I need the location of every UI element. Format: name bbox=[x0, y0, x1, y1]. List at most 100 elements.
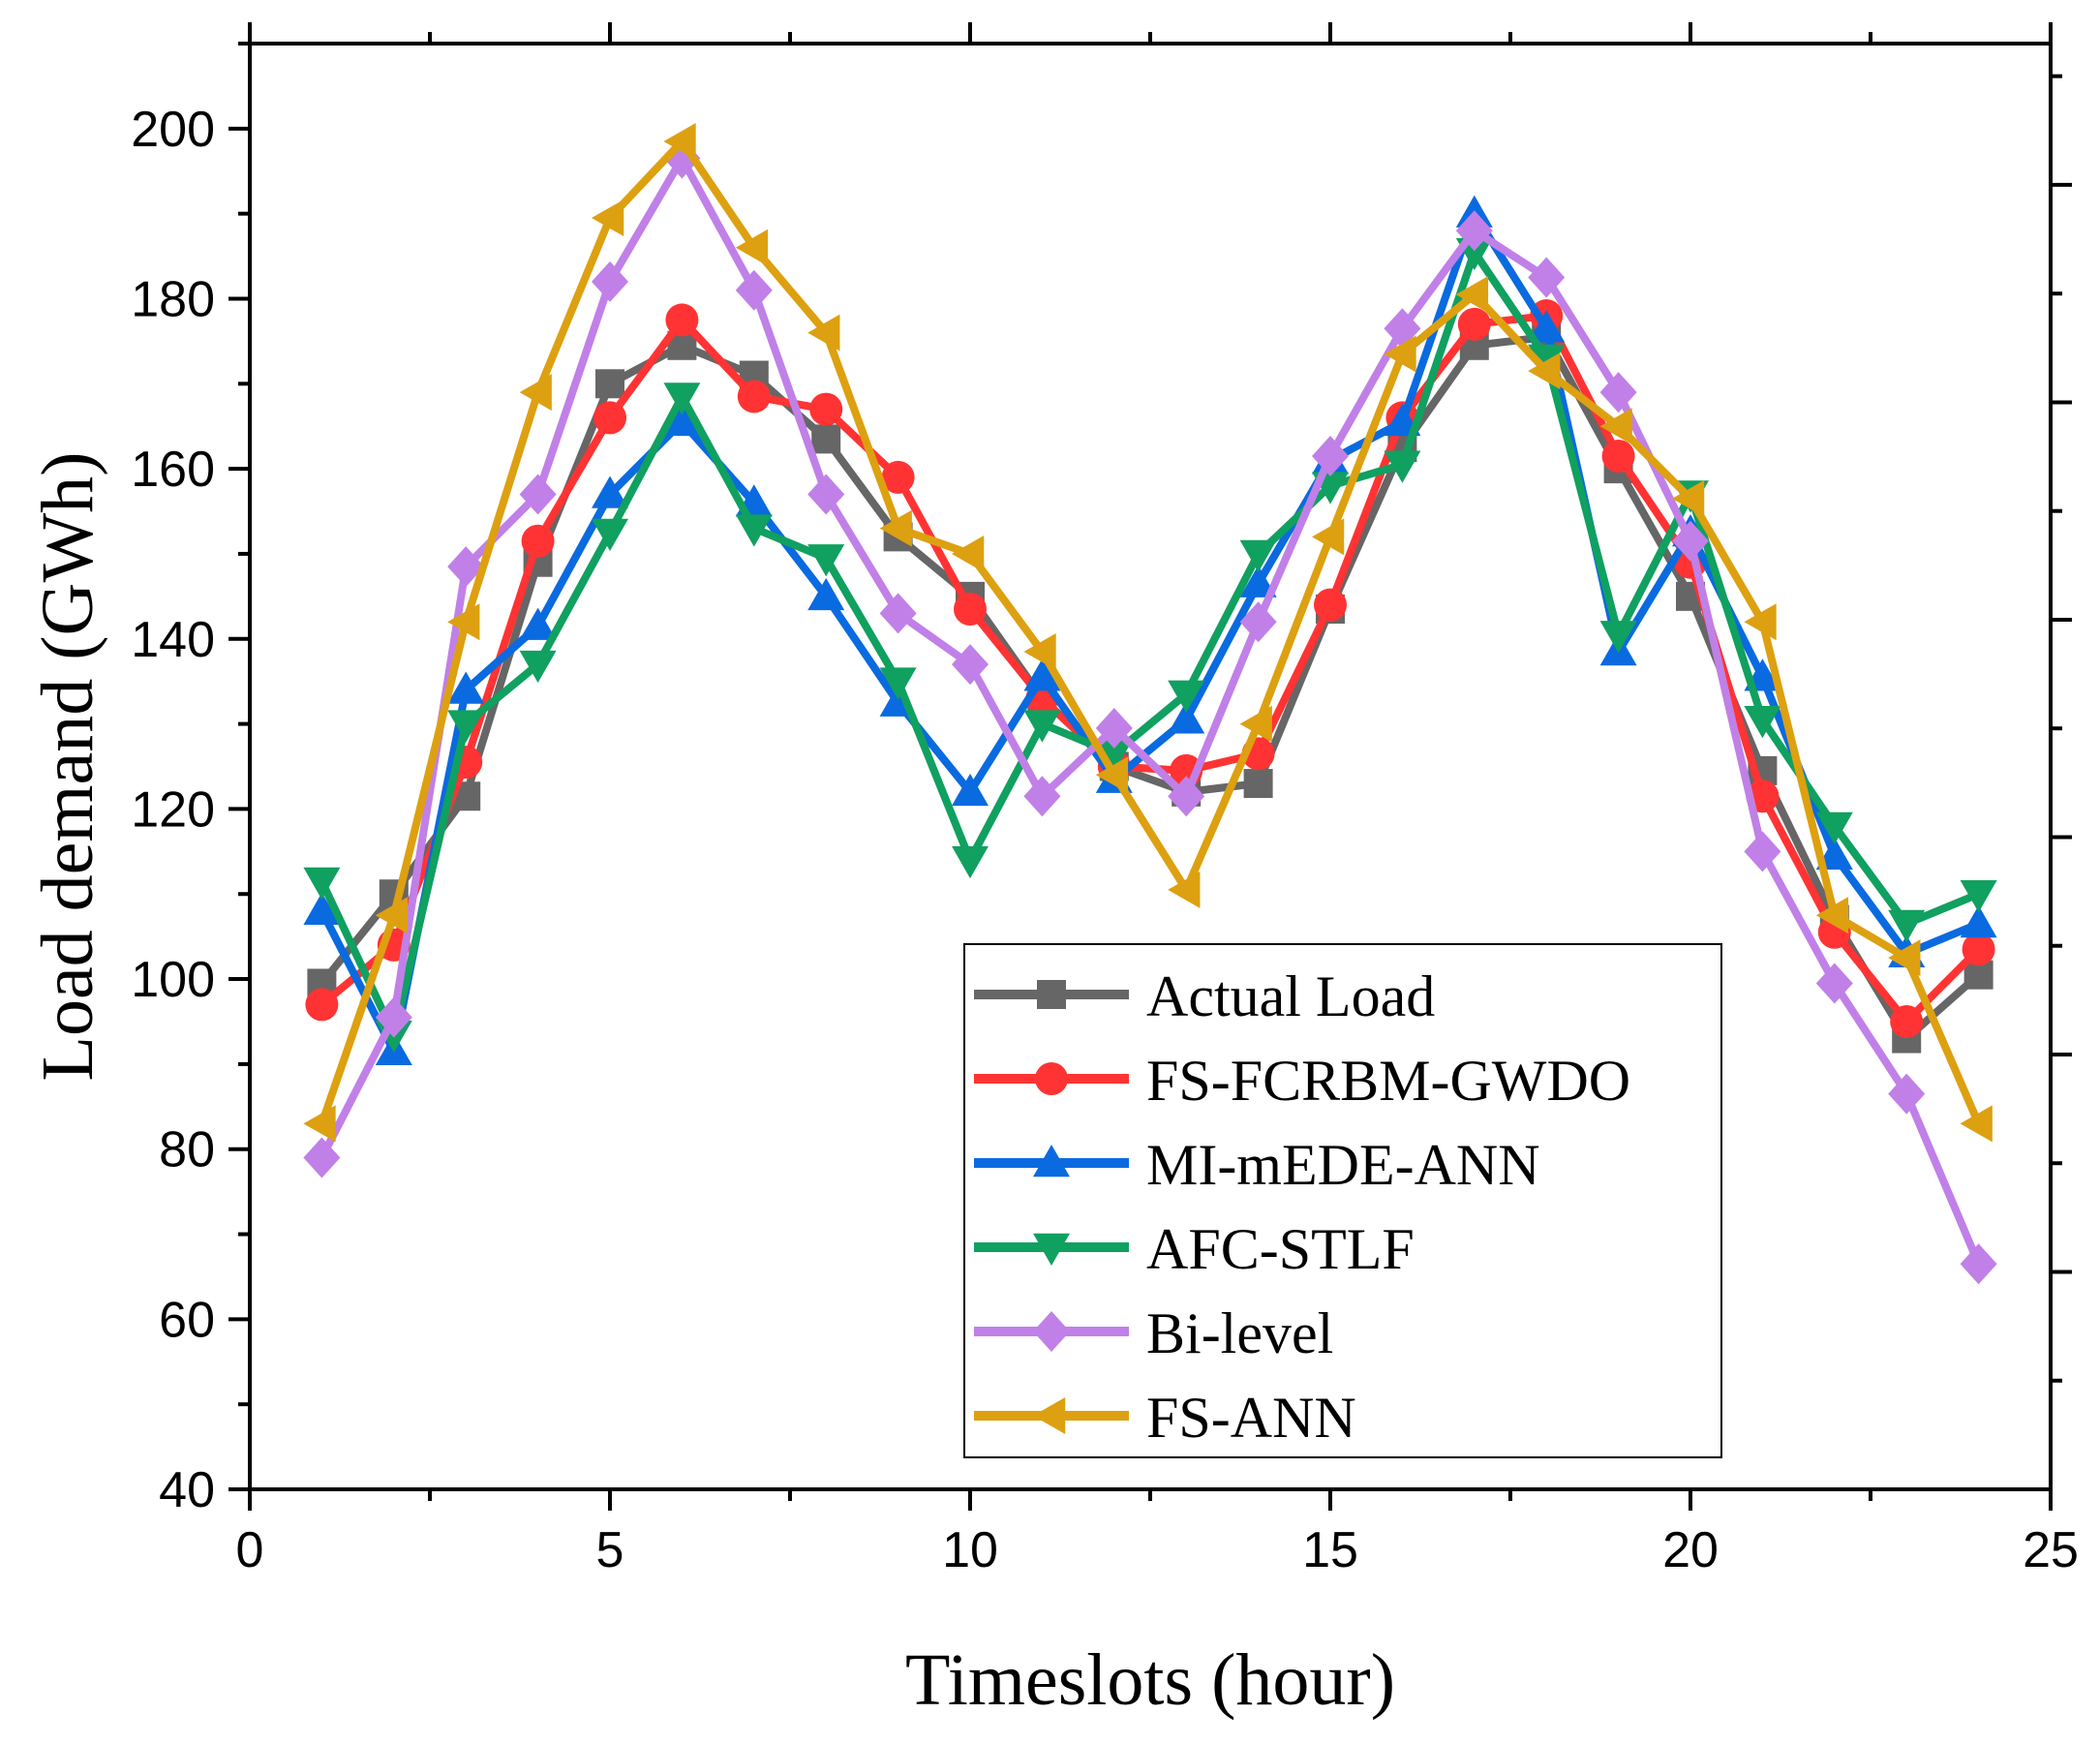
data-point bbox=[1599, 372, 1637, 413]
x-tick-label: 0 bbox=[236, 1522, 264, 1578]
data-point bbox=[1312, 435, 1349, 476]
data-point bbox=[592, 260, 628, 302]
data-point bbox=[952, 535, 985, 572]
legend-label: Actual Load bbox=[1146, 964, 1435, 1028]
data-point bbox=[1168, 871, 1201, 908]
x-tick-label: 10 bbox=[942, 1522, 998, 1578]
data-point bbox=[1599, 621, 1637, 654]
data-point bbox=[1744, 603, 1777, 641]
legend-marker bbox=[1035, 1062, 1068, 1095]
data-point bbox=[807, 314, 840, 352]
data-point bbox=[303, 867, 341, 901]
data-point bbox=[1744, 831, 1781, 872]
data-point bbox=[305, 988, 339, 1022]
data-point bbox=[1815, 897, 1849, 934]
data-point bbox=[1095, 756, 1129, 794]
data-point bbox=[1672, 520, 1709, 562]
y-tick-label: 140 bbox=[131, 612, 215, 668]
data-point bbox=[1023, 632, 1056, 670]
data-point bbox=[879, 667, 917, 700]
series-line bbox=[318, 154, 1983, 1266]
series-fs-ann bbox=[303, 122, 1993, 1143]
series-line bbox=[318, 137, 1983, 1125]
data-point bbox=[1960, 1243, 1997, 1285]
data-point bbox=[1243, 769, 1273, 799]
data-point bbox=[663, 382, 701, 415]
data-point bbox=[1890, 1004, 1924, 1038]
x-axis-title: Timeslots (hour) bbox=[905, 1639, 1395, 1721]
data-point bbox=[1023, 776, 1061, 817]
x-tick-label: 25 bbox=[2023, 1522, 2079, 1578]
x-tick-label: 20 bbox=[1662, 1522, 1719, 1578]
legend-item: AFC-STLF bbox=[974, 1217, 1415, 1281]
data-point bbox=[1601, 439, 1635, 473]
y-tick-label: 120 bbox=[131, 781, 215, 838]
data-point bbox=[811, 424, 841, 454]
data-point bbox=[1384, 450, 1421, 483]
data-point bbox=[737, 380, 771, 413]
data-point bbox=[595, 369, 624, 399]
y-tick-label: 80 bbox=[159, 1122, 215, 1178]
data-point bbox=[519, 650, 557, 684]
y-tick-label: 60 bbox=[159, 1292, 215, 1348]
series-afc-stlf bbox=[303, 237, 1997, 1054]
legend-marker bbox=[1033, 1145, 1070, 1178]
data-point bbox=[1455, 276, 1489, 314]
data-point bbox=[1239, 601, 1277, 643]
legend-marker bbox=[1033, 1397, 1066, 1434]
legend-label: FS-ANN bbox=[1146, 1386, 1356, 1450]
data-point bbox=[375, 996, 412, 1038]
data-point bbox=[1312, 518, 1345, 556]
x-tick-label: 15 bbox=[1302, 1522, 1358, 1578]
legend-label: AFC-STLF bbox=[1146, 1217, 1415, 1281]
data-point bbox=[1023, 658, 1061, 691]
data-point bbox=[447, 603, 480, 641]
y-tick-label: 40 bbox=[159, 1462, 215, 1518]
data-point bbox=[1888, 909, 1926, 942]
data-point bbox=[1528, 352, 1561, 390]
legend-marker bbox=[1037, 980, 1066, 1009]
data-point bbox=[592, 518, 628, 551]
data-point bbox=[1528, 257, 1566, 298]
data-point bbox=[807, 544, 845, 577]
legend-label: MI-mEDE-ANN bbox=[1146, 1133, 1540, 1197]
data-point bbox=[1599, 408, 1632, 445]
data-point bbox=[807, 577, 845, 611]
data-point bbox=[954, 593, 987, 627]
legend: Actual Load FS-FCRBM-GWDO MI-mEDE-ANN AFC-S… bbox=[963, 943, 1722, 1458]
data-point bbox=[1960, 879, 1997, 913]
legend-item: FS-ANN bbox=[974, 1386, 1356, 1450]
data-point bbox=[1095, 707, 1133, 749]
data-point bbox=[1023, 710, 1061, 743]
data-point bbox=[593, 401, 626, 435]
data-point bbox=[1744, 705, 1781, 739]
data-point bbox=[952, 644, 989, 686]
data-point bbox=[1239, 565, 1277, 597]
series-line bbox=[318, 209, 1981, 1056]
data-point bbox=[809, 392, 843, 426]
data-point bbox=[1815, 837, 1853, 870]
data-point bbox=[881, 460, 915, 494]
axes-layer: 0 5 10 15 20 25 40 60 80 100 120 140 160 180 200 bbox=[131, 22, 2079, 1578]
y-tick-label: 180 bbox=[131, 271, 215, 327]
data-point bbox=[879, 509, 912, 547]
data-point bbox=[1815, 963, 1853, 1004]
data-point bbox=[1455, 210, 1493, 252]
data-point bbox=[303, 1137, 341, 1178]
legend-item: Actual Load bbox=[974, 964, 1435, 1028]
data-point bbox=[735, 229, 769, 266]
data-point bbox=[303, 1105, 336, 1143]
y-axis-title: Load demand (GWh) bbox=[27, 452, 108, 1082]
series-line bbox=[318, 248, 1981, 1039]
data-point bbox=[663, 403, 701, 437]
data-point bbox=[447, 710, 485, 743]
legend-box bbox=[963, 943, 1722, 1458]
legend-marker bbox=[1033, 1311, 1070, 1352]
data-point bbox=[519, 607, 557, 640]
data-point bbox=[1168, 701, 1205, 734]
series-bi-level bbox=[303, 138, 1997, 1285]
data-point bbox=[1168, 776, 1205, 817]
data-point bbox=[592, 199, 624, 237]
data-point bbox=[952, 845, 989, 879]
data-point bbox=[1314, 588, 1347, 622]
